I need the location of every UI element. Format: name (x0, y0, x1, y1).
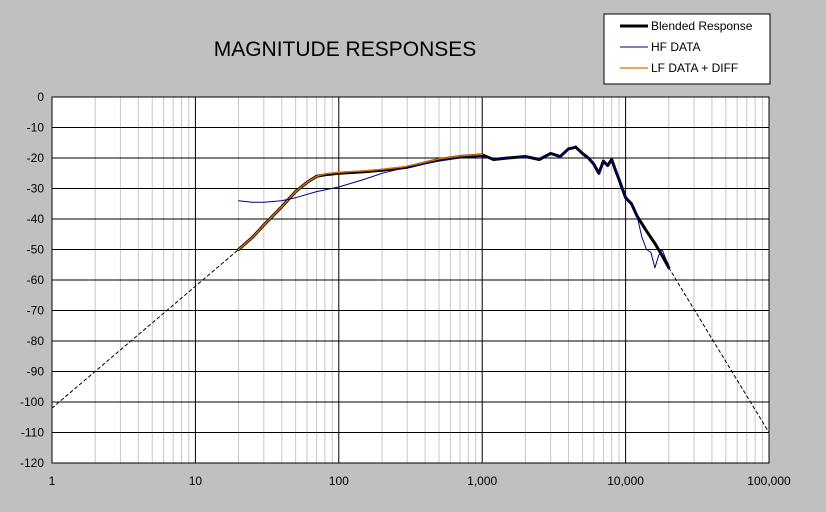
legend-label-lf: LF DATA + DIFF (651, 61, 738, 75)
data-series (51, 145, 770, 433)
x-tick-label: 1,000 (467, 474, 497, 488)
y-tick-label: -80 (27, 334, 45, 348)
y-tick-label: -10 (27, 121, 45, 135)
series-line-lf-data-diff (237, 153, 483, 251)
x-tick-label: 100,000 (747, 474, 791, 488)
legend-label-blended: Blended Response (651, 19, 753, 33)
legend-label-hf: HF DATA (651, 40, 701, 54)
y-tick-label: -20 (27, 151, 45, 165)
y-tick-label: -90 (27, 365, 45, 379)
series-line-extrapolation-low (51, 249, 240, 409)
x-tick-label: 1 (49, 474, 56, 488)
x-tick-label: 10 (189, 474, 203, 488)
series-line-hf-data (238, 145, 670, 269)
x-axis-tick-labels: 1 10 100 1,000 10,000 100,000 (49, 474, 791, 488)
x-tick-label: 10,000 (607, 474, 644, 488)
y-axis-tick-labels: 0 -10 -20 -30 -40 -50 -60 -70 -80 -90 -100 -110 -120 (20, 90, 44, 470)
y-tick-label: -120 (20, 456, 44, 470)
series-line-extrapolation-high (668, 267, 770, 433)
y-tick-label: -50 (27, 243, 45, 257)
y-tick-label: -60 (27, 273, 45, 287)
y-tick-label: 0 (37, 90, 44, 104)
chart-title: MAGNITUDE RESPONSES (214, 38, 477, 61)
y-tick-label: -110 (21, 426, 44, 440)
y-tick-label: -70 (27, 304, 45, 318)
plot-border (51, 96, 770, 464)
legend: Blended Response HF DATA LF DATA + DIFF (603, 13, 771, 85)
x-tick-label: 100 (329, 474, 349, 488)
y-tick-label: -100 (20, 395, 44, 409)
y-tick-label: -30 (27, 182, 45, 196)
y-tick-label: -40 (27, 212, 45, 226)
